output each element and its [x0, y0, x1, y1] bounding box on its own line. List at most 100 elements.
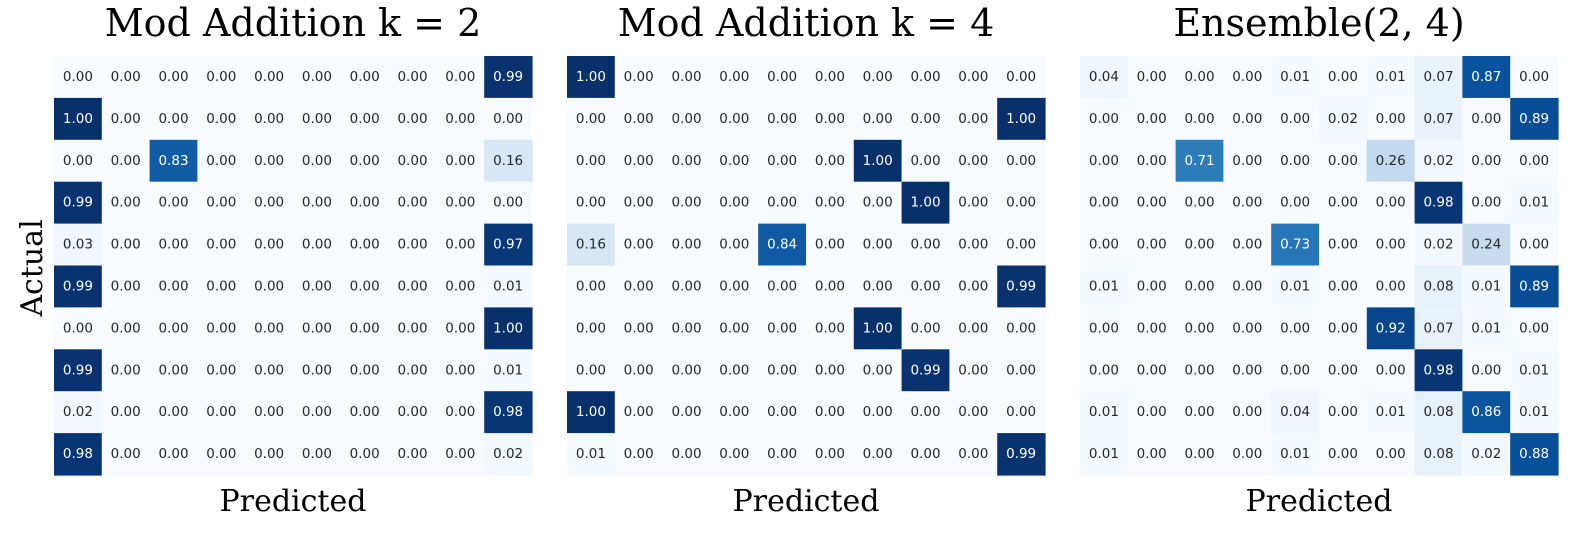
heatmap-cell: [758, 97, 807, 141]
cell-value-label: 0.00: [671, 153, 701, 169]
cell-value-label: 0.00: [1232, 446, 1262, 462]
cell-value-label: 0.00: [958, 69, 988, 85]
heatmap-cell: [436, 265, 485, 308]
heatmap-cell: [1462, 139, 1511, 183]
heatmap-cell: [1414, 433, 1463, 476]
cell-value-label: 0.00: [397, 69, 427, 85]
cell-value-label: 0.00: [910, 404, 940, 420]
cell-value-label: 0.00: [445, 237, 475, 253]
cell-value-label: 1.00: [576, 404, 606, 420]
cell-value-label: 0.00: [910, 446, 940, 462]
cell-value-label: 0.00: [815, 446, 845, 462]
heatmap-cell: [1462, 181, 1511, 225]
cell-value-label: 0.00: [1089, 237, 1119, 253]
cell-value-label: 0.00: [671, 111, 701, 127]
heatmap-cell: [1127, 307, 1177, 350]
heatmap-cell: [1462, 433, 1511, 476]
heatmap-cell: [1510, 181, 1559, 225]
cell-value-label: 0.00: [767, 195, 797, 211]
cell-value-label: 0.00: [493, 111, 523, 127]
heatmap-cell: [949, 97, 998, 141]
cell-value-label: 0.00: [719, 446, 749, 462]
cell-value-label: 0.00: [910, 320, 940, 336]
cell-value-label: 0.00: [863, 237, 893, 253]
heatmap-cell: [1510, 97, 1559, 141]
heatmap-cell: [101, 139, 151, 183]
heatmap-cell: [293, 223, 342, 267]
heatmap-cell: [1175, 56, 1224, 99]
cell-value-label: 0.00: [158, 195, 188, 211]
cell-value-label: 0.00: [111, 278, 141, 294]
heatmap-cell: [758, 391, 807, 434]
heatmap-cell: [1366, 349, 1416, 392]
cell-value-label: 0.99: [1006, 278, 1036, 294]
heatmap-cell: [1175, 307, 1224, 350]
heatmap-cell: [710, 223, 759, 267]
heatmap-cell: [1175, 181, 1224, 225]
cell-value-label: 0.00: [397, 320, 427, 336]
heatmap-cell: [484, 97, 533, 141]
heatmap-cell: [997, 181, 1046, 225]
heatmap-cell: [1510, 139, 1559, 183]
cell-value-label: 0.00: [493, 195, 523, 211]
cell-value-label: 0.00: [254, 237, 284, 253]
heatmap-cell: [1462, 349, 1511, 392]
heatmap-cell: [997, 223, 1046, 267]
heatmap-cell: [293, 56, 342, 99]
heatmap-cell: [710, 97, 759, 141]
heatmap-cell: [614, 391, 664, 434]
heatmap-cell: [101, 349, 151, 392]
cell-value-label: 0.00: [767, 111, 797, 127]
cell-value-label: 0.00: [111, 404, 141, 420]
heatmap-cell: [853, 349, 903, 392]
heatmap-cell: [197, 307, 246, 350]
heatmap-cell: [54, 391, 103, 434]
heatmap-cell: [758, 307, 807, 350]
cell-value-label: 0.00: [958, 278, 988, 294]
cell-value-label: 0.00: [111, 362, 141, 378]
heatmap-cell: [149, 391, 198, 434]
cell-value-label: 0.00: [445, 278, 475, 294]
cell-value-label: 0.00: [63, 153, 93, 169]
heatmap-cell: [567, 181, 616, 225]
heatmap-cell: [197, 223, 246, 267]
cell-value-label: 0.00: [767, 362, 797, 378]
heatmap-cell: [1510, 265, 1559, 308]
heatmap-cell: [101, 223, 151, 267]
heatmap-cell: [1223, 391, 1272, 434]
heatmap-cell: [1271, 223, 1320, 267]
cell-value-label: 0.07: [1423, 111, 1453, 127]
cell-value-label: 0.00: [1006, 153, 1036, 169]
heatmap-cell: [1510, 433, 1559, 476]
cell-value-label: 0.00: [624, 111, 654, 127]
heatmap-cell: [710, 139, 759, 183]
heatmap-cell: [997, 433, 1046, 476]
cell-value-label: 0.00: [111, 195, 141, 211]
heatmap-cell: [949, 349, 998, 392]
cell-value-label: 0.00: [958, 111, 988, 127]
heatmap-cell: [1223, 265, 1272, 308]
cell-value-label: 0.00: [111, 237, 141, 253]
cell-value-label: 0.00: [671, 237, 701, 253]
cell-value-label: 0.99: [63, 195, 93, 211]
cell-value-label: 0.00: [254, 446, 284, 462]
heatmap-cell: [1462, 307, 1511, 350]
cell-value-label: 0.00: [397, 404, 427, 420]
cell-value-label: 0.00: [206, 111, 236, 127]
heatmap-cell: [1271, 181, 1320, 225]
heatmap-cell: [1080, 349, 1129, 392]
heatmap-cell: [1462, 391, 1511, 434]
heatmap-cell: [567, 265, 616, 308]
heatmap-cell: [197, 433, 246, 476]
heatmap-cell: [806, 97, 855, 141]
heatmap-cell: [1510, 391, 1559, 434]
cell-value-label: 0.02: [1423, 153, 1453, 169]
cell-value-label: 0.00: [958, 320, 988, 336]
cell-value-label: 0.00: [719, 278, 749, 294]
heatmap-cell: [1414, 97, 1463, 141]
heatmap-cell: [662, 265, 711, 308]
heatmap-cell: [197, 181, 246, 225]
heatmap-cell: [1366, 307, 1416, 350]
heatmap-cell: [388, 265, 437, 308]
heatmap-cell: [101, 181, 151, 225]
